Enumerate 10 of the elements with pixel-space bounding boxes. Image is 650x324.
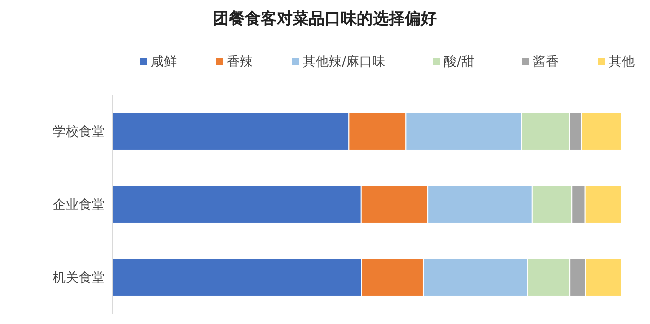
legend-label: 其他辣/麻口味 bbox=[303, 55, 386, 70]
chart-title: 团餐食客对菜品口味的选择偏好 bbox=[213, 9, 437, 28]
y-tick-label: 学校食堂 bbox=[53, 125, 105, 140]
legend-label: 香辣 bbox=[227, 55, 253, 70]
legend-label: 酱香 bbox=[533, 55, 559, 70]
y-tick-label: 机关食堂 bbox=[53, 271, 105, 286]
legend-label: 咸鲜 bbox=[151, 55, 177, 70]
y-tick-label: 企业食堂 bbox=[53, 198, 105, 214]
legend-label: 其他 bbox=[609, 55, 635, 70]
legend-label: 酸/甜 bbox=[444, 55, 474, 70]
